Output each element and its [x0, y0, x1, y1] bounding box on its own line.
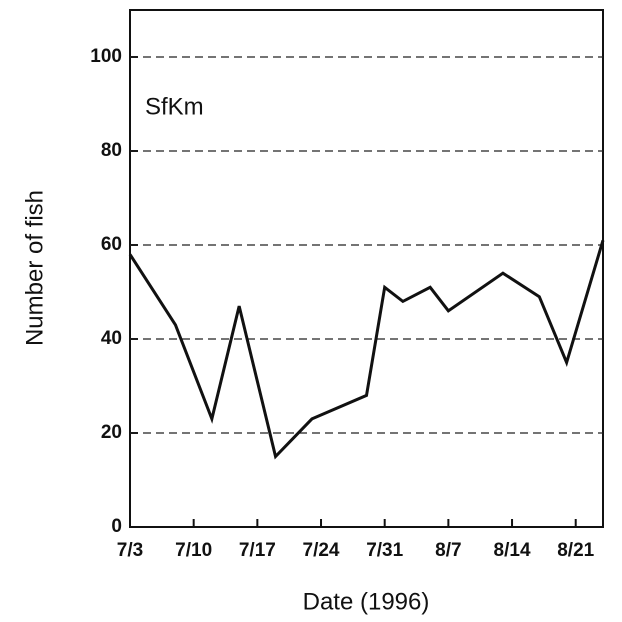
x-tick-label: 7/3 [117, 540, 143, 561]
annotation: SfKm [145, 93, 204, 120]
x-tick-label: 8/21 [557, 540, 594, 561]
x-tick-label: 8/14 [494, 540, 531, 561]
x-axis-label: Date (1996) [303, 588, 430, 615]
x-tick-label: 7/24 [303, 540, 340, 561]
x-tick-label: 8/7 [435, 540, 461, 561]
plot-frame [129, 9, 604, 528]
y-tick-label: 60 [101, 234, 122, 255]
data-line [128, 239, 605, 460]
y-tick-label: 40 [101, 328, 122, 349]
y-tick-label: 100 [90, 46, 122, 67]
y-axis-label: Number of fish [21, 190, 48, 346]
x-tick-label: 7/17 [239, 540, 276, 561]
y-tick-label: 20 [101, 422, 122, 443]
x-tick-label: 7/10 [175, 540, 212, 561]
x-tick-label: 7/31 [366, 540, 403, 561]
y-tick-label: 80 [101, 140, 122, 161]
y-tick-label: 0 [111, 516, 122, 537]
